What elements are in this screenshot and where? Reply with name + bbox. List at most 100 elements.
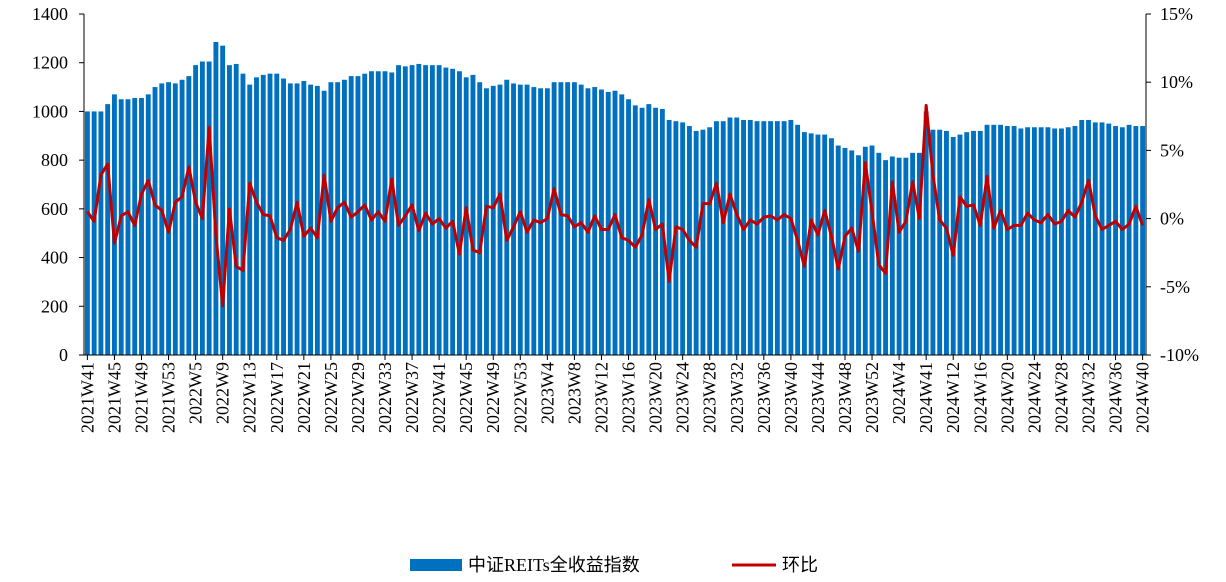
x-tick-label: 2024W4 [889, 362, 909, 424]
bar [456, 71, 462, 355]
x-tick-label: 2024W20 [997, 362, 1017, 433]
y-tick-label: 1000 [32, 101, 68, 121]
bar [680, 122, 686, 355]
y2-tick-label: 10% [1160, 72, 1193, 92]
x-tick-label: 2023W48 [835, 362, 855, 433]
x-tick-label: 2022W5 [186, 362, 206, 424]
bar [815, 134, 821, 355]
bar [233, 63, 239, 356]
x-tick-label: 2022W29 [348, 362, 368, 433]
bar [727, 117, 733, 356]
bar [355, 76, 361, 355]
bar [125, 99, 131, 355]
y-tick-label: 600 [41, 199, 68, 219]
legend-swatch [410, 559, 462, 571]
x-tick-label: 2022W13 [240, 362, 260, 433]
bar [571, 82, 577, 355]
bar [213, 42, 219, 356]
bar [1038, 127, 1044, 355]
x-tick-label: 2022W33 [375, 362, 395, 433]
bar [341, 79, 347, 355]
bar [220, 45, 226, 356]
bar [159, 83, 165, 356]
bar [916, 152, 922, 355]
x-tick-label: 2023W8 [564, 362, 584, 424]
bar [903, 157, 909, 355]
bar [206, 61, 212, 355]
bar [294, 83, 300, 356]
bar [822, 134, 828, 355]
bar [754, 121, 760, 356]
bar [741, 119, 746, 355]
bar [835, 145, 841, 355]
bar [193, 65, 199, 356]
x-tick-label: 2022W53 [510, 362, 530, 433]
y2-tick-label: 0% [1160, 209, 1184, 229]
y-tick-label: 800 [41, 150, 68, 170]
bar [599, 89, 604, 355]
x-tick-label: 2021W45 [104, 362, 124, 433]
bar [869, 145, 875, 355]
bar [829, 138, 834, 355]
bar [747, 119, 753, 355]
x-tick-label: 2023W12 [591, 362, 611, 433]
bar [720, 121, 726, 356]
bar [490, 85, 496, 355]
y-tick-label: 200 [41, 296, 68, 316]
bar [761, 121, 767, 356]
y-tick-label: 1400 [32, 4, 68, 24]
bar [977, 130, 983, 355]
bar [423, 65, 429, 356]
x-tick-label: 2024W40 [1133, 362, 1153, 433]
bar [653, 107, 659, 356]
bar [152, 87, 158, 356]
bar [335, 82, 341, 355]
bar [1018, 128, 1024, 355]
bar [179, 79, 185, 355]
bar [632, 105, 638, 355]
bar [308, 84, 314, 355]
bar [247, 84, 253, 355]
bar [646, 104, 652, 355]
bar [585, 88, 591, 356]
bar [1119, 127, 1125, 355]
bar [1099, 122, 1105, 355]
x-tick-label: 2023W16 [619, 362, 639, 433]
bar [578, 84, 584, 355]
x-tick-label: 2021W49 [131, 362, 151, 433]
bar [862, 146, 868, 355]
legend-label: 中证REITs全收益指数 [468, 555, 640, 575]
bar [1065, 127, 1071, 355]
bar [781, 121, 787, 356]
x-tick-label: 2024W36 [1106, 362, 1126, 433]
x-tick-label: 2022W37 [402, 362, 422, 433]
x-tick-label: 2024W24 [1024, 362, 1044, 433]
y2-tick-label: -10% [1160, 345, 1199, 365]
bar [91, 111, 97, 355]
bar [301, 80, 307, 355]
bar [1092, 122, 1098, 355]
x-tick-label: 2024W12 [943, 362, 963, 433]
x-tick-label: 2022W25 [321, 362, 341, 433]
bar [287, 83, 293, 356]
x-tick-label: 2021W41 [77, 362, 97, 433]
bar [971, 130, 976, 355]
bar [511, 83, 516, 356]
bar [626, 99, 631, 355]
bar [551, 82, 557, 355]
bar [274, 73, 280, 356]
x-tick-label: 2022W9 [213, 362, 233, 424]
x-tick-label: 2023W28 [700, 362, 720, 433]
bar [402, 66, 408, 355]
bar [808, 133, 814, 355]
bar [484, 88, 489, 356]
bar [774, 121, 780, 356]
bar [1113, 126, 1118, 356]
bar [984, 124, 990, 355]
line [86, 103, 1145, 308]
bar [369, 71, 374, 355]
bar [991, 124, 997, 355]
y2-tick-label: 5% [1160, 140, 1184, 160]
bar [842, 147, 848, 355]
bar [889, 156, 895, 355]
